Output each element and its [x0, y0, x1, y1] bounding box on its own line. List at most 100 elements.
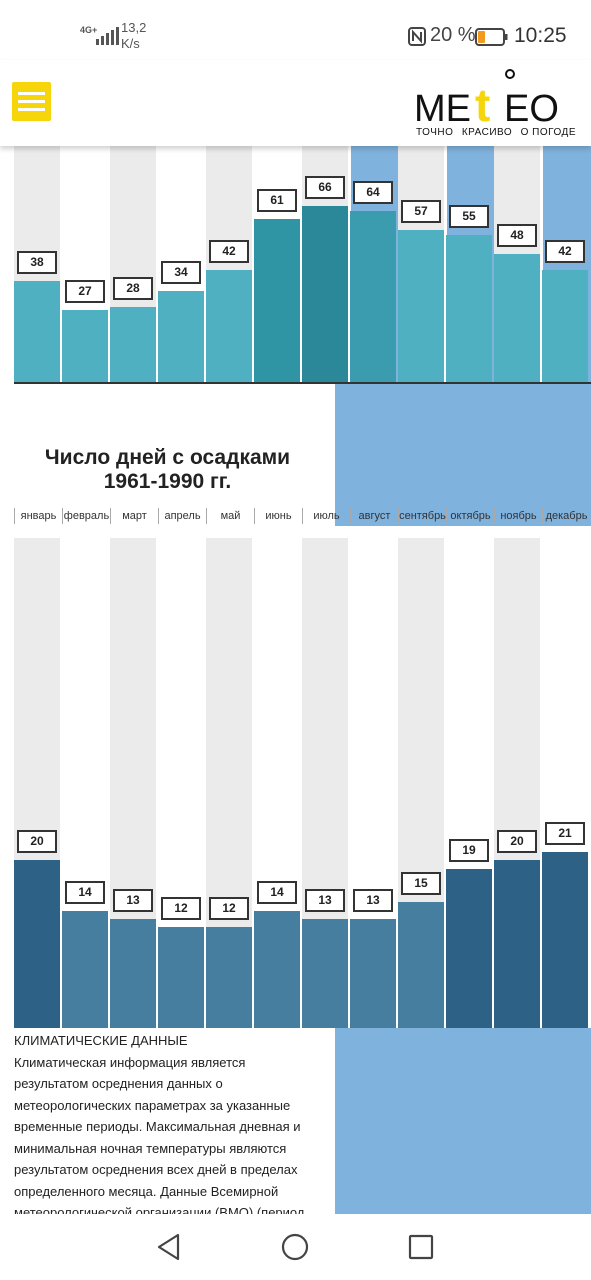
chart-bar [110, 919, 156, 1028]
month-label: май [206, 508, 254, 524]
month-label: декабрь [542, 508, 590, 524]
chart-column: 13 [110, 538, 156, 1028]
chart-bar [62, 911, 108, 1028]
month-label: апрель [158, 508, 206, 524]
month-label: июль [302, 508, 350, 524]
chart-baseline [14, 382, 591, 384]
chart-bar [14, 860, 60, 1028]
network-speed-value: 13,2 [121, 20, 147, 35]
bar-value-label: 42 [545, 240, 585, 263]
navigation-bar [0, 1214, 591, 1280]
chart-bar [494, 860, 540, 1028]
chart-title-line: Число дней с осадками [44, 446, 291, 469]
climate-info-line: определенного месяца. Данные Всемирной [14, 1183, 279, 1199]
month-label: сентябрь [398, 508, 446, 524]
home-icon[interactable] [280, 1232, 310, 1262]
highlight-band [335, 384, 591, 526]
chart-bar [398, 902, 444, 1028]
bar-value-label: 14 [65, 881, 105, 904]
network-speed-unit: K/s [121, 36, 140, 51]
climate-info-line: метеорологической организации (ВМО) (пер… [14, 1205, 305, 1214]
chart-column: 20 [494, 538, 540, 1028]
chart-bar [446, 235, 492, 382]
bar-value-label: 21 [545, 822, 585, 845]
precipitation-chart: 38 27 28 34 42 61 66 64 57 55 48 42 [0, 146, 591, 386]
bar-value-label: 15 [401, 872, 441, 895]
chart-column: 12 [158, 538, 204, 1028]
chart-column: 19 [446, 538, 492, 1028]
chart-bar [494, 254, 540, 382]
bar-value-label: 61 [257, 189, 297, 212]
month-label: февраль [62, 508, 110, 524]
battery-percent: 20 % [430, 24, 476, 46]
chart-bar [62, 310, 108, 382]
month-label: январь [14, 508, 62, 524]
network-type: 4G+ [80, 25, 98, 35]
month-label: июнь [254, 508, 302, 524]
bar-value-label: 13 [305, 889, 345, 912]
chart-column: 61 [254, 146, 300, 382]
climate-page: 38 27 28 34 42 61 66 64 57 55 48 42 Число дней с ос… [0, 146, 591, 1214]
bar-value-label: 14 [257, 881, 297, 904]
chart-column: 48 [494, 146, 540, 382]
chart-bar [158, 927, 204, 1028]
chart-column: 13 [302, 538, 348, 1028]
svg-text:t: t [475, 79, 490, 128]
chart-column: 38 [14, 146, 60, 382]
chart-column: 21 [542, 538, 588, 1028]
bar-value-label: 38 [17, 251, 57, 274]
chart-column: 42 [206, 146, 252, 382]
month-label: ноябрь [494, 508, 542, 524]
chart-column: 34 [158, 146, 204, 382]
tagline-word: О ПОГОДЕ [520, 127, 576, 138]
chart-column: 14 [62, 538, 108, 1028]
bar-value-label: 13 [353, 889, 393, 912]
chart-column: 12 [206, 538, 252, 1028]
chart-column: 20 [14, 538, 60, 1028]
back-icon[interactable] [154, 1232, 184, 1262]
chart-column: 15 [398, 538, 444, 1028]
bar-value-label: 34 [161, 261, 201, 284]
chart-bar [398, 230, 444, 382]
logo-tagline: ТОЧНО КРАСИВО О ПОГОДЕ [416, 127, 576, 138]
nfc-icon [408, 27, 426, 46]
bar-value-label: 20 [497, 830, 537, 853]
bar-value-label: 42 [209, 240, 249, 263]
month-label: март [110, 508, 158, 524]
chart-bar [14, 281, 60, 382]
chart-column: 66 [302, 146, 348, 382]
chart-column: 42 [542, 146, 588, 382]
recents-icon[interactable] [406, 1232, 436, 1262]
bar-value-label: 57 [401, 200, 441, 223]
climate-info-line: Климатическая информация является [14, 1054, 246, 1070]
chart-bar [542, 270, 588, 382]
chart-column: 27 [62, 146, 108, 382]
chart-bar [110, 307, 156, 382]
climate-info-line: временные периоды. Максимальная дневная … [14, 1119, 301, 1134]
climate-info-line: результатом осреднения данных о [14, 1076, 223, 1091]
highlight-band [335, 1028, 591, 1214]
chart-bar [254, 219, 300, 382]
month-label: октябрь [446, 508, 494, 524]
bar-value-label: 12 [209, 897, 249, 920]
status-bar: 4G+ 13,2 K/s 20 % 10:25 [0, 0, 591, 66]
bar-value-label: 28 [113, 277, 153, 300]
menu-icon[interactable] [12, 82, 51, 121]
bar-value-label: 64 [353, 181, 393, 204]
chart-bar [350, 211, 396, 382]
bar-value-label: 20 [17, 830, 57, 853]
network-speed: 13,2 K/s [121, 20, 146, 52]
chart-column: 14 [254, 538, 300, 1028]
bar-value-label: 27 [65, 280, 105, 303]
meteo-logo[interactable]: ME t EO [412, 68, 577, 128]
chart-column: 13 [350, 538, 396, 1028]
app-header: ME t EO ТОЧНО КРАСИВО О ПОГОДЕ [0, 60, 591, 146]
rain-days-chart: 20 14 13 12 12 14 13 13 15 19 20 21 [0, 538, 591, 1030]
month-label: август [350, 508, 398, 524]
battery-icon [475, 28, 508, 46]
bar-value-label: 48 [497, 224, 537, 247]
climate-info-line: минимальная ночная температуры являются [14, 1140, 287, 1156]
tagline-word: ТОЧНО [416, 127, 454, 138]
chart-column: 57 [398, 146, 444, 382]
svg-text:EO: EO [504, 88, 559, 128]
